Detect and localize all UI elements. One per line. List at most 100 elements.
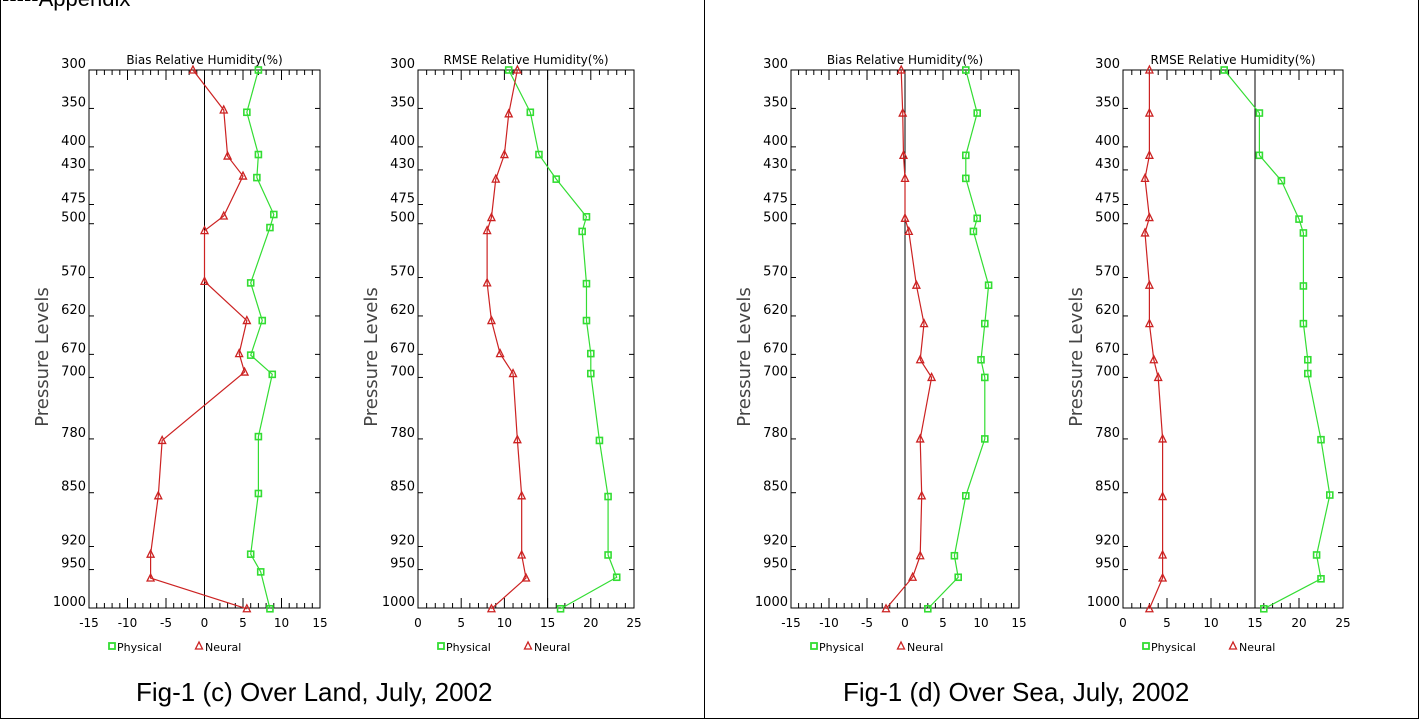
x-tick-label: 15 bbox=[1011, 616, 1026, 630]
panel-land-charts: Bias Relative Humidity(%) Pressure Levels… bbox=[32, 53, 642, 654]
data-point-neural bbox=[238, 170, 248, 180]
y-tick-label: 920 bbox=[390, 534, 415, 549]
y-tick-label: 500 bbox=[390, 211, 415, 226]
data-point-physical bbox=[984, 281, 993, 290]
data-point-physical bbox=[268, 370, 277, 379]
data-point-neural bbox=[1158, 491, 1168, 501]
y-axis-label: Pressure Levels bbox=[32, 287, 53, 426]
data-point-physical bbox=[1255, 109, 1264, 117]
y-tick-label: 350 bbox=[61, 95, 86, 110]
data-point-physical bbox=[950, 551, 959, 560]
y-tick-label: 780 bbox=[61, 426, 86, 441]
data-point-physical bbox=[969, 227, 978, 236]
data-point-physical bbox=[961, 66, 970, 74]
data-point-physical bbox=[595, 436, 604, 445]
y-tick-label: 430 bbox=[1095, 157, 1120, 172]
data-point-neural bbox=[881, 603, 891, 613]
legend-label-physical: Physical bbox=[819, 641, 864, 654]
data-point-neural bbox=[1158, 433, 1168, 443]
data-point-neural bbox=[239, 366, 250, 376]
data-point-neural bbox=[146, 572, 156, 582]
data-point-neural bbox=[199, 275, 210, 286]
series-line-physical bbox=[246, 69, 275, 609]
y-tick-label: 780 bbox=[390, 426, 415, 441]
data-point-physical bbox=[1303, 369, 1312, 378]
x-tick-label: 10 bbox=[973, 616, 988, 630]
data-point-physical bbox=[254, 489, 263, 498]
data-point-neural bbox=[1144, 212, 1154, 222]
data-point-neural bbox=[491, 173, 501, 183]
data-point-physical bbox=[1277, 176, 1286, 185]
series-line-physical bbox=[927, 69, 990, 610]
data-point-physical bbox=[1303, 355, 1312, 364]
data-point-neural bbox=[1149, 354, 1159, 364]
data-point-neural bbox=[1144, 64, 1154, 74]
data-point-physical bbox=[973, 214, 982, 223]
page-header-text: -----Appendix bbox=[2, 0, 130, 12]
data-point-neural bbox=[499, 149, 509, 159]
series-line-neural bbox=[885, 69, 933, 610]
y-tick-label: 400 bbox=[763, 134, 788, 149]
data-point-neural bbox=[219, 210, 229, 220]
panel-sea-charts: Bias Relative Humidity(%) Pressure Levels… bbox=[734, 53, 1351, 654]
data-point-neural bbox=[188, 64, 198, 74]
y-tick-label: 475 bbox=[61, 192, 86, 207]
y-tick-label: 620 bbox=[1095, 303, 1120, 318]
data-point-neural bbox=[146, 548, 156, 558]
x-tick-label: -15 bbox=[781, 616, 801, 630]
y-tick-label: 950 bbox=[61, 557, 86, 572]
y-tick-label: 500 bbox=[61, 211, 86, 226]
data-point-physical bbox=[246, 351, 255, 359]
data-point-physical bbox=[1299, 282, 1308, 290]
data-point-physical bbox=[980, 319, 989, 328]
data-point-physical bbox=[977, 355, 985, 364]
data-point-physical bbox=[604, 551, 612, 559]
chart-2: Bias Relative Humidity(%) Pressure Levels… bbox=[734, 53, 1027, 654]
data-point-physical bbox=[1295, 215, 1303, 223]
y-tick-label: 300 bbox=[1095, 57, 1120, 72]
data-point-physical bbox=[582, 316, 591, 325]
y-tick-label: 950 bbox=[763, 557, 788, 572]
legend-label-physical: Physical bbox=[117, 641, 162, 654]
data-point-physical bbox=[961, 491, 970, 500]
x-tick-label: 15 bbox=[1247, 616, 1262, 630]
data-point-neural bbox=[1144, 603, 1154, 613]
figure-caption-land: Fig-1 (c) Over Land, July, 2002 bbox=[136, 677, 493, 707]
data-point-neural bbox=[504, 108, 514, 118]
data-point-physical bbox=[246, 550, 255, 559]
y-tick-label: 475 bbox=[763, 192, 788, 207]
data-point-neural bbox=[508, 368, 518, 378]
data-point-neural bbox=[521, 572, 531, 582]
y-axis-label: Pressure Levels bbox=[361, 287, 382, 426]
data-point-physical bbox=[604, 492, 612, 501]
legend-label-neural: Neural bbox=[534, 641, 570, 654]
y-tick-label: 1000 bbox=[1087, 595, 1120, 610]
data-point-neural bbox=[495, 348, 505, 358]
y-tick-label: 1000 bbox=[382, 595, 415, 610]
data-point-neural bbox=[1140, 227, 1150, 237]
data-point-physical bbox=[526, 108, 535, 117]
data-point-neural bbox=[1144, 149, 1154, 159]
y-tick-label: 475 bbox=[1095, 192, 1120, 207]
data-point-physical bbox=[254, 432, 263, 441]
data-point-neural bbox=[512, 64, 522, 74]
y-tick-label: 700 bbox=[390, 364, 415, 379]
series-line-physical bbox=[1223, 69, 1331, 610]
x-tick-label: -15 bbox=[79, 616, 99, 630]
x-tick-label: 0 bbox=[414, 616, 422, 630]
data-point-neural bbox=[486, 603, 496, 613]
legend-marker-physical bbox=[108, 642, 116, 650]
data-point-neural bbox=[915, 550, 925, 560]
x-tick-label: -5 bbox=[861, 616, 873, 630]
y-tick-label: 300 bbox=[763, 57, 788, 72]
y-tick-label: 400 bbox=[61, 134, 86, 149]
data-point-neural bbox=[1144, 107, 1154, 117]
series-line-neural bbox=[150, 69, 248, 610]
data-point-neural bbox=[898, 149, 909, 159]
chart-3: RMSE Relative Humidity(%) Pressure Levels… bbox=[1066, 53, 1351, 654]
data-point-neural bbox=[486, 315, 496, 325]
data-point-neural bbox=[512, 434, 522, 444]
y-tick-label: 780 bbox=[763, 426, 788, 441]
data-point-physical bbox=[961, 151, 970, 160]
y-tick-label: 475 bbox=[390, 192, 415, 207]
